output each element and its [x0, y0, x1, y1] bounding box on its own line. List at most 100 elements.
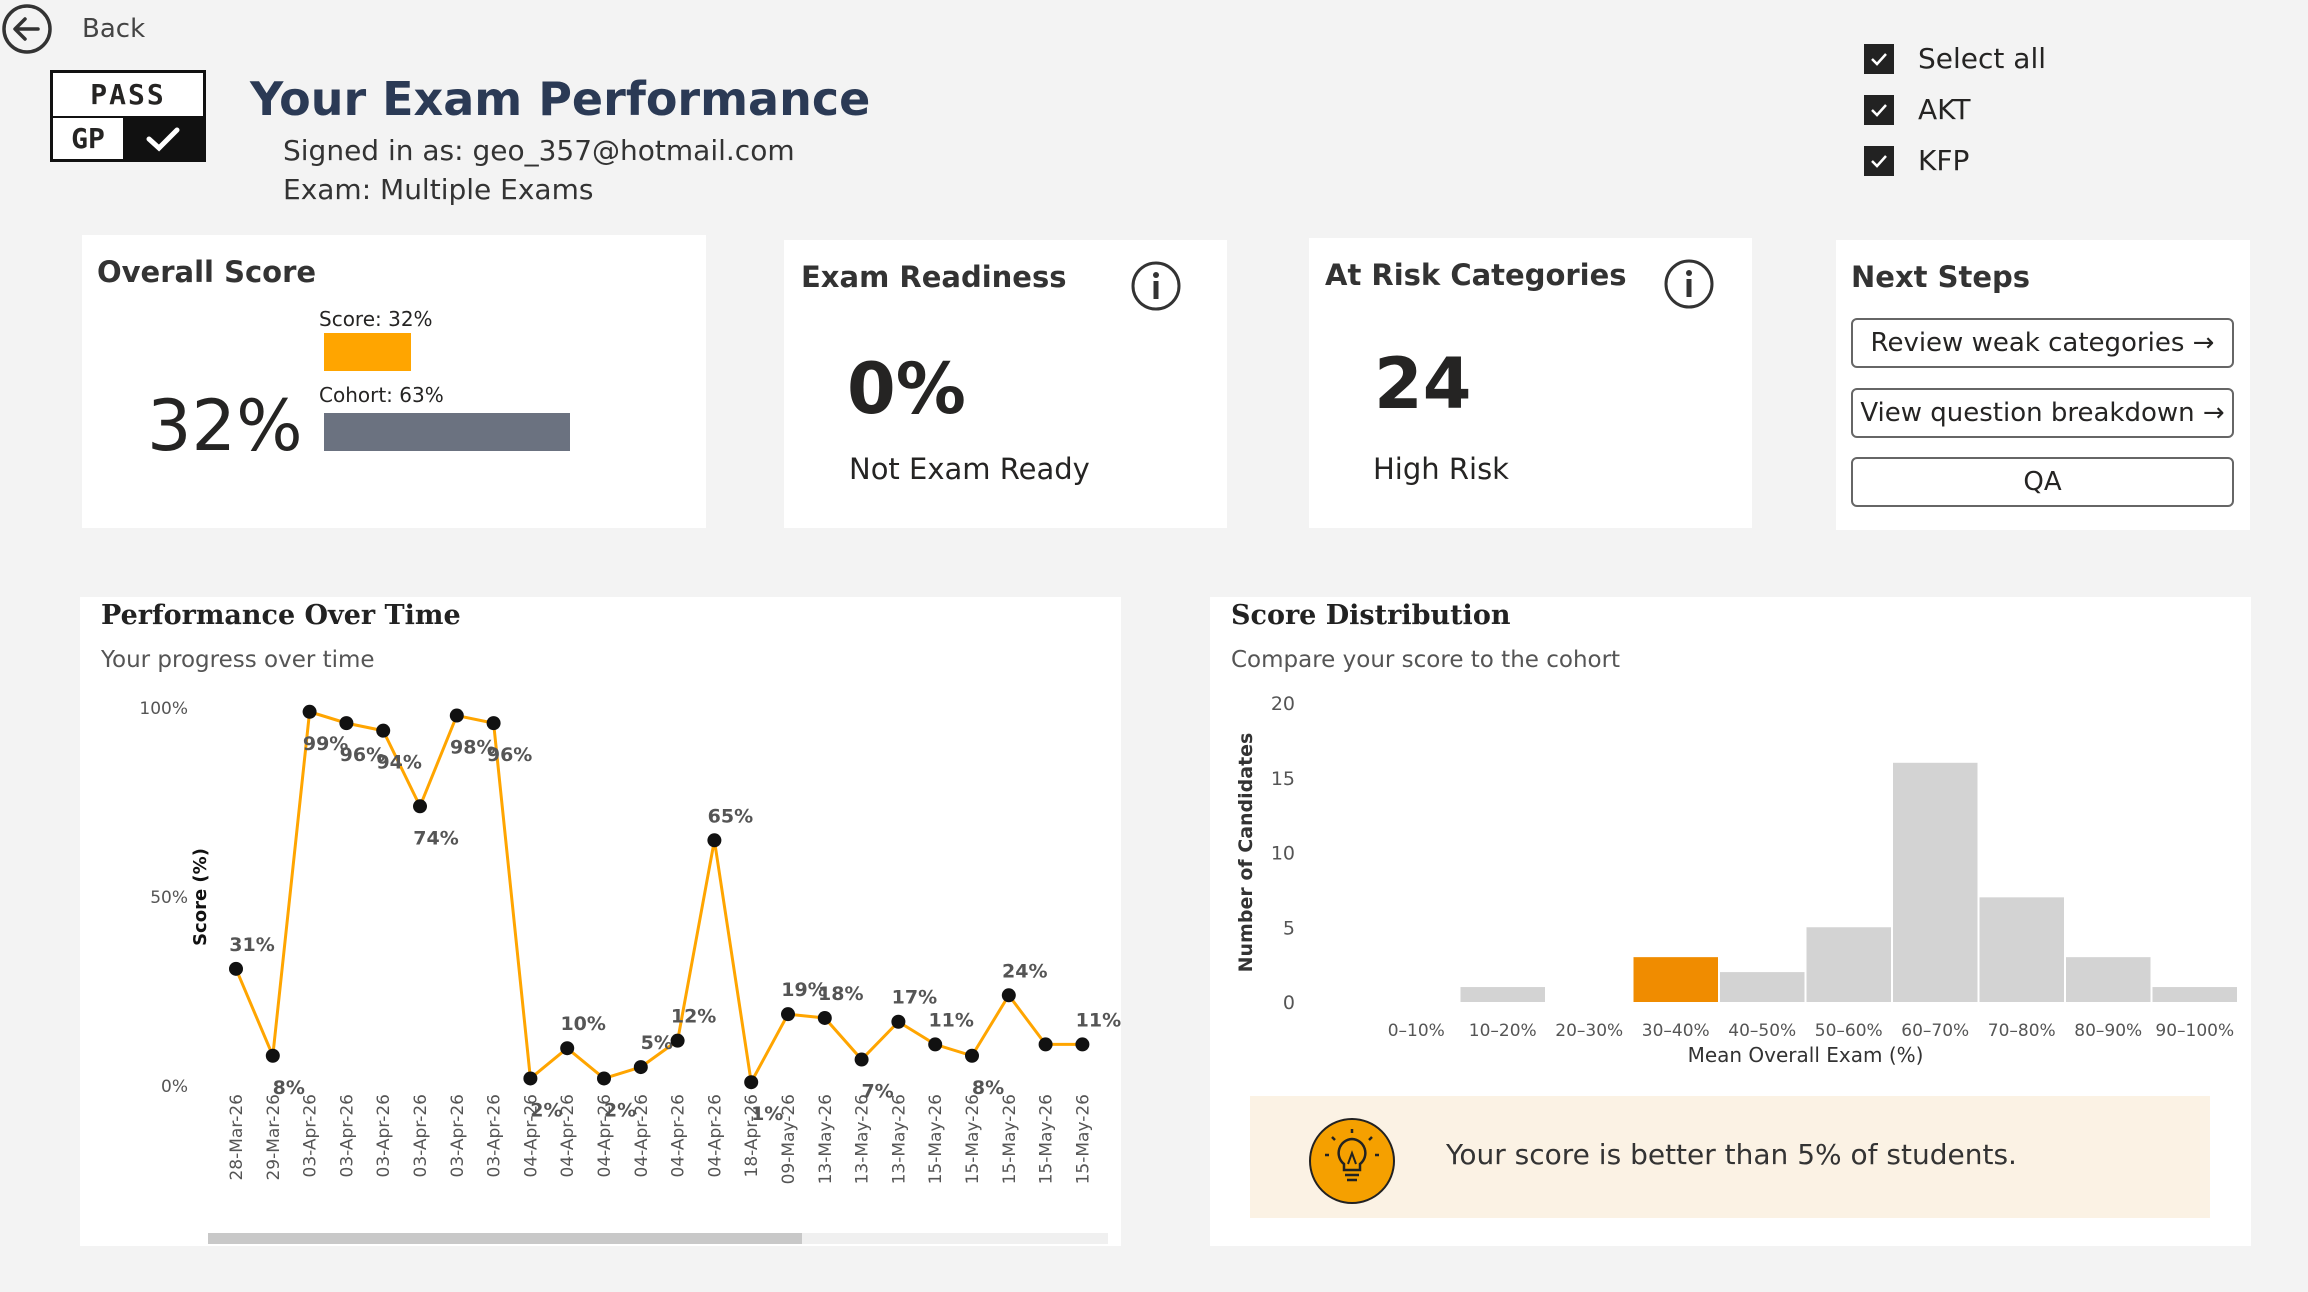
x-tick-label: 15-May-26	[1000, 1094, 1020, 1184]
histogram-bar[interactable]	[1893, 762, 1978, 1002]
scrollbar-thumb[interactable]	[208, 1233, 802, 1244]
select-all-label: Select all	[1918, 42, 2046, 75]
data-label: 96%	[487, 744, 532, 766]
data-point[interactable]	[449, 708, 464, 723]
data-point[interactable]	[376, 723, 391, 738]
histogram-bar[interactable]	[1979, 897, 2065, 1002]
data-point[interactable]	[781, 1007, 795, 1022]
qa-button[interactable]: QA	[1851, 457, 2234, 507]
data-point[interactable]	[817, 1010, 832, 1025]
data-point[interactable]	[744, 1075, 759, 1090]
page-title: Your Exam Performance	[250, 72, 871, 126]
x-tick-label: 04-Apr-26	[595, 1094, 615, 1177]
overall-score-title: Overall Score	[97, 255, 317, 289]
histogram-bar[interactable]	[2066, 957, 2151, 1002]
data-label: 65%	[708, 805, 753, 827]
x-tick-label: 03-Apr-26	[411, 1094, 431, 1177]
performance-title: Performance Over Time	[101, 600, 461, 631]
akt-checkbox[interactable]: AKT	[1864, 84, 2046, 135]
data-point[interactable]	[265, 1048, 280, 1063]
data-point[interactable]	[965, 1048, 979, 1063]
data-point[interactable]	[891, 1014, 906, 1029]
data-point[interactable]	[339, 716, 354, 731]
overall-score-card: Overall Score 32% Score: 32% Cohort: 63%	[82, 235, 706, 528]
performance-subtitle: Your progress over time	[101, 647, 375, 673]
x-tick-label: 03-Apr-26	[448, 1094, 468, 1177]
data-label: 11%	[1076, 1009, 1121, 1031]
checkbox-checked-icon	[1864, 43, 1894, 74]
x-tick-label: 10–20%	[1469, 1021, 1537, 1041]
at-risk-value: 24	[1374, 343, 1472, 425]
data-label: 99%	[303, 733, 348, 755]
histogram-bar[interactable]	[1633, 957, 1719, 1002]
y-tick-label: 15	[1271, 768, 1295, 790]
review-weak-categories-button[interactable]: Review weak categories →	[1851, 318, 2234, 368]
score-bar	[324, 333, 412, 371]
view-question-breakdown-button[interactable]: View question breakdown →	[1851, 388, 2234, 438]
histogram-bar[interactable]	[1460, 987, 1546, 1002]
histogram-bar[interactable]	[1806, 927, 1892, 1002]
histogram-bar[interactable]	[2152, 987, 2238, 1002]
data-point[interactable]	[633, 1060, 648, 1075]
data-label: 74%	[413, 827, 458, 849]
histogram-bar[interactable]	[1720, 972, 1805, 1002]
kfp-label: KFP	[1918, 144, 1970, 177]
data-point[interactable]	[928, 1037, 943, 1052]
info-icon[interactable]	[1130, 260, 1182, 312]
data-point[interactable]	[1038, 1037, 1053, 1052]
y-tick-label: 10	[1271, 843, 1295, 865]
lightbulb-icon	[1309, 1118, 1395, 1204]
data-label: 8%	[972, 1077, 1004, 1099]
data-label: 96%	[340, 744, 385, 766]
back-button[interactable]: Back	[0, 0, 150, 58]
data-point[interactable]	[413, 799, 427, 814]
x-tick-label: 15-May-26	[926, 1094, 946, 1184]
data-label: 12%	[671, 1006, 716, 1028]
distribution-title: Score Distribution	[1231, 600, 1511, 631]
next-steps-title: Next Steps	[1851, 260, 2031, 294]
data-label: 7%	[861, 1081, 893, 1103]
x-tick-label: 04-Apr-26	[669, 1094, 689, 1177]
x-tick-label: 04-Apr-26	[558, 1094, 578, 1177]
data-point[interactable]	[486, 716, 501, 731]
x-tick-label: 50–60%	[1815, 1021, 1883, 1041]
x-tick-label: 15-May-26	[1037, 1094, 1057, 1184]
signed-in-text: Signed in as: geo_357@hotmail.com	[283, 134, 795, 167]
insight-box: Your score is better than 5% of students…	[1250, 1096, 2210, 1218]
x-tick-label: 03-Apr-26	[374, 1094, 394, 1177]
y-axis-label: Number of Candidates	[1235, 733, 1257, 973]
insight-text: Your score is better than 5% of students…	[1446, 1138, 2017, 1171]
x-tick-label: 40–50%	[1728, 1021, 1796, 1041]
exam-filter: Select all AKT KFP	[1864, 33, 2046, 186]
data-label: 94%	[376, 752, 421, 774]
data-point[interactable]	[229, 961, 243, 976]
data-label: 19%	[781, 979, 826, 1001]
select-all-checkbox[interactable]: Select all	[1864, 33, 2046, 84]
x-tick-label: 03-Apr-26	[337, 1094, 357, 1177]
data-point[interactable]	[707, 833, 722, 848]
cohort-bar	[324, 413, 570, 451]
at-risk-title: At Risk Categories	[1325, 258, 1627, 292]
data-label: 98%	[450, 737, 495, 759]
data-point[interactable]	[597, 1071, 611, 1086]
x-tick-label: 09-May-26	[779, 1094, 799, 1184]
data-label: 5%	[641, 1032, 673, 1054]
back-label: Back	[82, 14, 146, 44]
data-point[interactable]	[670, 1033, 685, 1048]
x-tick-label: 04-Apr-26	[632, 1094, 652, 1177]
data-point[interactable]	[302, 704, 317, 719]
kfp-checkbox[interactable]: KFP	[1864, 135, 2046, 186]
data-point[interactable]	[854, 1052, 869, 1067]
data-point[interactable]	[1075, 1037, 1090, 1052]
x-tick-label: 60–70%	[1901, 1021, 1969, 1041]
data-point[interactable]	[1001, 988, 1016, 1003]
data-point[interactable]	[523, 1071, 538, 1086]
data-point[interactable]	[560, 1041, 575, 1056]
y-tick-label: 0	[1283, 992, 1295, 1014]
x-tick-label: 28-Mar-26	[227, 1094, 247, 1181]
data-label: 1%	[751, 1103, 783, 1125]
x-tick-label: 13-May-26	[816, 1094, 836, 1184]
x-tick-label: 18-Apr-26	[742, 1094, 762, 1177]
info-icon[interactable]	[1663, 258, 1715, 310]
x-tick-label: 30–40%	[1642, 1021, 1710, 1041]
